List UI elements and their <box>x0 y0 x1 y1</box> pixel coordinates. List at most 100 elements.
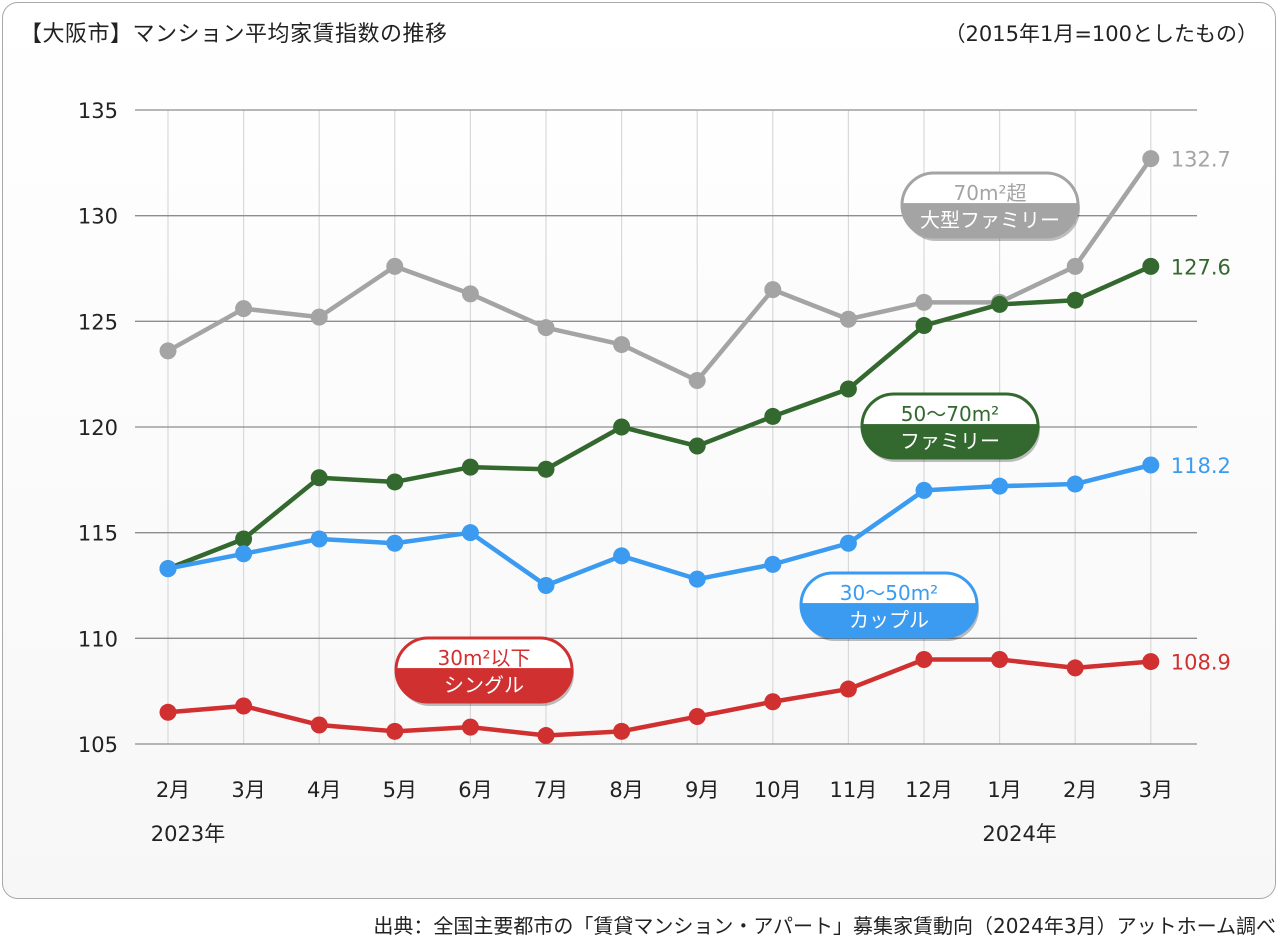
data-point-large_family <box>537 319 555 337</box>
x-tick-label: 10月 <box>754 778 802 802</box>
line-chart: 105 110 115 120 125 130 135 2月 3月 4月 5月 6月 7月 8月 9月 10月… <box>78 99 1231 846</box>
x-tick-label: 11月 <box>830 778 878 802</box>
data-point-single <box>764 693 782 711</box>
data-point-couple <box>537 577 555 594</box>
series-large_family <box>159 150 1160 390</box>
y-tick-label: 115 <box>78 522 118 546</box>
data-point-family <box>688 437 706 455</box>
data-point-large_family <box>688 372 706 390</box>
data-point-large_family <box>915 293 933 311</box>
data-point-family <box>537 460 555 478</box>
data-point-large_family <box>386 257 404 275</box>
data-point-family <box>915 317 933 335</box>
end-label-couple: 118.2 <box>1171 454 1231 478</box>
data-point-couple <box>461 524 479 542</box>
x-tick-label: 3月 <box>231 778 265 802</box>
x-tick-label: 5月 <box>383 778 417 802</box>
x-tick-label: 2月 <box>1063 778 1097 802</box>
data-point-family <box>839 380 857 398</box>
series-line-single <box>165 657 1154 738</box>
data-point-couple <box>764 555 782 573</box>
x-tick-label: 3月 <box>1139 778 1173 802</box>
data-point-family <box>235 530 253 548</box>
data-point-single <box>1066 659 1084 677</box>
series-couple <box>159 456 1160 594</box>
data-point-large_family <box>310 308 328 326</box>
badge-type-label: シングル <box>444 673 524 697</box>
series-line-large_family <box>165 156 1154 383</box>
data-point-single <box>159 703 177 721</box>
x-tick-label: 8月 <box>609 778 643 802</box>
data-point-couple <box>386 534 404 552</box>
data-point-large_family <box>1066 257 1084 275</box>
series-line-couple <box>165 462 1154 588</box>
data-point-couple <box>310 530 328 548</box>
source-note: 出典：全国主要都市の「賃貸マンション・アパート」募集家賃動向（2024年3月）ア… <box>373 914 1276 938</box>
data-point-large_family <box>1142 150 1160 168</box>
grid-layer <box>135 109 1197 745</box>
data-point-large_family <box>613 336 631 354</box>
y-tick-label: 135 <box>78 99 118 123</box>
data-point-large_family <box>839 310 857 328</box>
data-point-family <box>1066 291 1084 309</box>
data-point-single <box>1142 653 1160 671</box>
x-tick-label: 6月 <box>458 778 492 802</box>
data-point-couple <box>1066 475 1084 493</box>
series-line-family <box>165 264 1154 571</box>
data-point-couple <box>839 534 857 552</box>
data-point-couple <box>613 547 631 565</box>
y-tick-label: 130 <box>78 205 118 229</box>
badge-size-label: 70m²超 <box>954 181 1027 205</box>
chart-subtitle: （2015年1月=100としたもの） <box>944 22 1258 46</box>
data-point-couple <box>1142 456 1160 474</box>
data-point-single <box>991 650 1009 668</box>
badge-type-label: カップル <box>849 608 929 632</box>
badge-family: 50〜70m² ファミリー <box>860 392 1040 462</box>
x-tick-label: 4月 <box>307 778 341 802</box>
x-tick-label: 2月 <box>156 778 190 802</box>
data-point-large_family <box>461 285 479 303</box>
data-point-single <box>915 650 933 668</box>
x-tick-label: 7月 <box>534 778 568 802</box>
badge-border <box>900 171 1080 239</box>
chart-title: 【大阪市】マンション平均家賃指数の推移 <box>20 22 448 47</box>
data-point-single <box>613 722 631 740</box>
badge-size-label: 30〜50m² <box>840 581 938 605</box>
y-tick-label: 105 <box>78 733 118 757</box>
series-family <box>159 257 1160 578</box>
year-label: 2024年 <box>982 822 1056 846</box>
data-point-family <box>991 295 1009 313</box>
data-point-couple <box>991 477 1009 495</box>
end-label-single: 108.9 <box>1171 651 1231 675</box>
badge-bottom <box>862 424 1038 458</box>
y-tick-label: 125 <box>78 310 118 334</box>
data-point-single <box>839 680 857 698</box>
data-point-single <box>386 722 404 740</box>
badge-type-label: ファミリー <box>900 429 1000 453</box>
data-point-family <box>1142 257 1160 275</box>
badge-bottom <box>902 203 1078 237</box>
data-point-large_family <box>159 342 177 360</box>
badge-bottom <box>396 668 572 702</box>
year-label: 2023年 <box>151 822 225 846</box>
chart-card <box>2 2 1276 899</box>
axis-labels: 105 110 115 120 125 130 135 2月 3月 4月 5月 6月 7月 8月 9月 10月… <box>78 99 1173 846</box>
series-layer <box>159 150 1160 745</box>
data-point-couple <box>915 481 933 499</box>
data-point-couple <box>159 560 177 578</box>
data-point-single <box>537 727 555 745</box>
y-tick-label: 120 <box>78 416 118 440</box>
data-point-family <box>764 407 782 425</box>
data-point-single <box>235 697 253 715</box>
data-point-family <box>461 458 479 476</box>
badge-size-label: 30m²以下 <box>438 646 531 670</box>
series-end-labels: 132.7 127.6 118.2 108.9 <box>1171 148 1231 675</box>
badge-type-label: 大型ファミリー <box>920 208 1060 232</box>
data-point-single <box>461 718 479 736</box>
data-point-family <box>310 469 328 487</box>
end-label-family: 127.6 <box>1171 255 1231 279</box>
data-point-single <box>310 716 328 734</box>
